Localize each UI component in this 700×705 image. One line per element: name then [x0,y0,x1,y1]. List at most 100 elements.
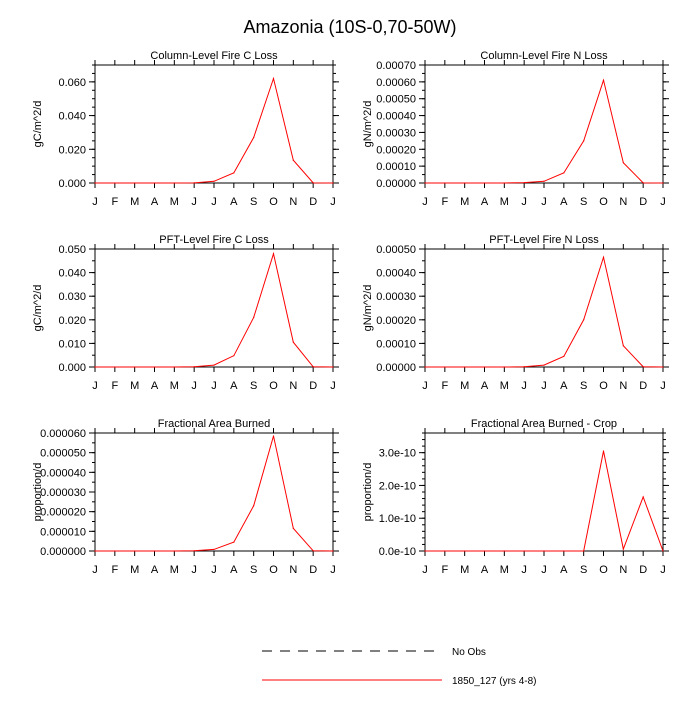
data-point [464,366,466,368]
x-tick-label: M [170,564,179,576]
y-tick-label: 0.040 [58,111,86,123]
data-point [193,366,195,368]
data-point [312,182,314,184]
data-point [483,550,486,552]
x-tick-label: J [521,380,527,392]
x-tick-label: M [130,380,139,392]
plot-frame [424,432,664,552]
data-point [622,345,624,347]
y-tick-label: 0.020 [58,315,86,327]
data-point [523,366,525,368]
x-tick-label: A [151,196,159,208]
data-point [662,550,664,552]
data-point [233,541,235,543]
data-point [543,364,545,366]
data-point [622,548,624,550]
data-point [312,550,314,552]
data-point [272,77,275,80]
panel-title: PFT-Level Fire N Loss [489,234,599,246]
x-tick-label: J [330,380,336,392]
data-point [213,180,215,182]
data-point [292,341,294,343]
series-line [95,76,334,184]
data-point [213,364,215,366]
data-point [253,505,255,507]
data-point [503,550,505,552]
x-tick-label: S [250,380,257,392]
data-point [424,182,426,184]
x-tick-label: A [151,380,159,392]
y-tick-label: 0.000 [58,178,86,190]
x-tick-label: A [481,564,489,576]
y-axis-label: proportion/d [32,463,44,522]
x-tick-label: F [441,196,448,208]
y-tick-label: 0.00070 [376,60,416,72]
x-tick-label: N [289,196,297,208]
x-tick-label: A [230,564,238,576]
x-tick-label: J [541,196,547,208]
data-point [583,140,585,142]
data-point [153,550,156,552]
data-point [233,355,235,357]
x-tick-label: M [170,196,179,208]
x-tick-label: F [111,196,118,208]
data-point [173,550,175,552]
x-tick-label: A [230,380,238,392]
x-tick-label: O [599,564,608,576]
y-tick-label: 0.00030 [376,291,416,303]
data-point [292,159,294,161]
y-tick-label: 0.000 [58,362,86,374]
x-tick-label: M [500,564,509,576]
data-point [444,182,446,184]
x-tick-label: S [580,196,587,208]
data-point [662,366,664,368]
x-tick-label: J [330,196,336,208]
y-axis-label: proportion/d [362,463,374,522]
y-tick-label: 0.00040 [376,268,416,280]
x-tick-label: O [269,196,278,208]
x-tick-label: J [660,380,666,392]
data-point [332,366,334,368]
data-point [602,79,605,81]
x-tick-label: M [130,564,139,576]
y-tick-label: 0.000030 [40,487,86,499]
x-tick-label: S [580,380,587,392]
y-tick-label: 0.00010 [376,161,416,173]
data-point [424,550,426,552]
data-point [642,182,644,184]
x-tick-label: M [460,564,469,576]
data-point [94,550,96,552]
legend-label-series: 1850_127 (yrs 4-8) [452,676,537,687]
data-point [134,182,136,184]
y-tick-label: 0.030 [58,291,86,303]
y-tick-label: 0.00000 [376,362,416,374]
y-tick-label: 0.000040 [40,467,86,479]
series-line [95,251,334,368]
x-tick-label: D [639,564,647,576]
x-tick-label: D [309,564,317,576]
series-line [425,255,664,368]
data-point [662,182,664,184]
y-tick-label: 0.00050 [376,244,416,256]
data-point [213,548,215,551]
x-tick-label: J [541,564,547,576]
x-tick-label: J [92,564,98,576]
x-tick-label: A [151,564,159,576]
y-tick-label: 0.040 [58,268,86,280]
x-tick-label: D [639,380,647,392]
x-tick-label: J [191,564,197,576]
x-tick-label: A [560,564,568,576]
y-tick-label: 0.00050 [376,94,416,106]
x-tick-label: J [521,196,527,208]
data-point [483,182,486,184]
data-point [602,256,605,258]
y-tick-label: 0.0e-10 [379,546,416,558]
y-tick-label: 1.0e-10 [379,513,416,525]
x-tick-label: J [211,380,217,392]
y-tick-label: 0.00010 [376,338,416,350]
x-tick-label: F [111,380,118,392]
x-tick-label: M [170,380,179,392]
y-tick-label: 0.00030 [376,127,416,139]
